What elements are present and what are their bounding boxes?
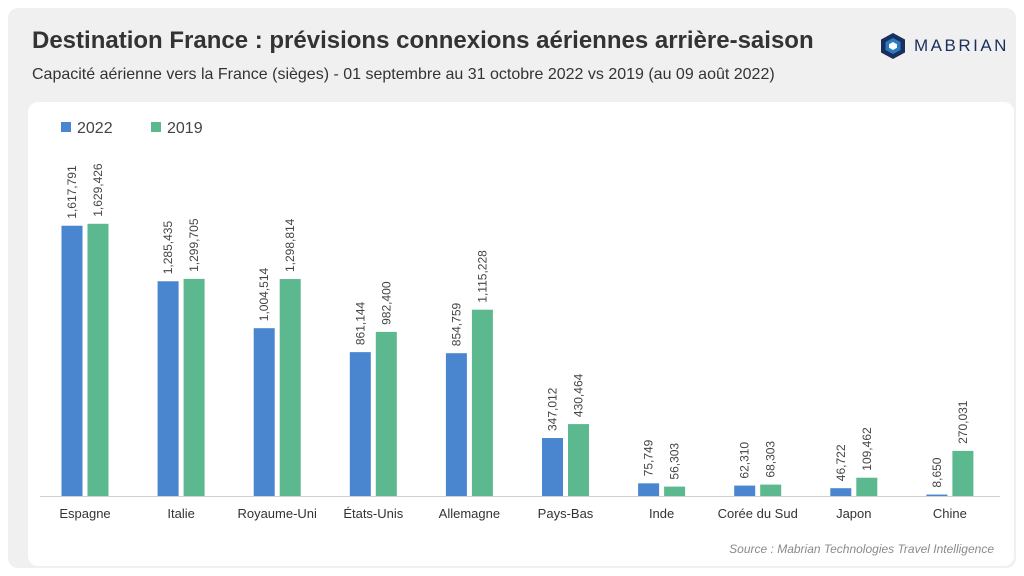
category-label: Pays-Bas	[538, 506, 594, 521]
page-title: Destination France : prévisions connexio…	[32, 27, 814, 54]
data-label-2022-2: 1,004,514	[257, 267, 271, 321]
data-label-2019-5: 430,464	[572, 373, 586, 417]
slide-frame: Destination France : prévisions connexio…	[8, 8, 1016, 568]
data-label-2019-7: 68,303	[764, 441, 778, 478]
data-label-2022-1: 1,285,435	[161, 221, 175, 275]
legend-swatch-2022	[61, 122, 71, 132]
data-label-2019-1: 1,299,705	[187, 218, 201, 272]
category-label: Japon	[836, 506, 871, 521]
bar-2019-6	[664, 486, 686, 496]
category-label: Italie	[167, 506, 194, 521]
hexagon-logo-icon	[881, 33, 905, 59]
data-label-2022-9: 8,650	[930, 457, 944, 487]
bar-2022-6	[638, 483, 660, 496]
source-note: Source : Mabrian Technologies Travel Int…	[729, 542, 994, 556]
data-label-2019-2: 1,298,814	[283, 218, 297, 272]
bar-2022-9	[926, 494, 948, 496]
legend-label-2022: 2022	[77, 120, 113, 137]
data-label-2022-8: 46,722	[834, 444, 848, 481]
category-label: Corée du Sud	[718, 506, 798, 521]
bar-2019-5	[568, 424, 589, 496]
data-label-2019-4: 1,115,228	[475, 250, 489, 303]
bar-2019-3	[375, 331, 397, 496]
bar-2019-2	[279, 279, 301, 496]
category-label: Inde	[649, 506, 674, 521]
bar-2022-3	[349, 352, 371, 496]
data-label-2019-6: 56,303	[668, 443, 682, 480]
bar-2022-2	[253, 328, 275, 496]
bar-2022-8	[830, 488, 852, 496]
bar-2019-7	[760, 484, 782, 496]
data-label-2019-0: 1,629,426	[91, 163, 105, 217]
data-label-2022-0: 1,617,791	[65, 165, 79, 219]
legend-swatch-2019	[151, 122, 161, 132]
bar-2022-5	[542, 438, 563, 496]
bar-chart: 2022 2019 1,617,791 1,629,426 Espagne 1,285,4…	[40, 120, 1000, 521]
data-label-2022-5: 347,012	[546, 387, 560, 431]
category-label: Chine	[933, 506, 967, 521]
bar-2019-8	[856, 477, 878, 496]
data-label-2022-7: 62,310	[738, 442, 752, 479]
data-label-2019-8: 109,462	[860, 427, 874, 471]
category-label: Royaume-Uni	[237, 506, 317, 521]
data-label-2022-3: 861,144	[353, 301, 367, 345]
legend-label-2019: 2019	[167, 120, 203, 137]
chart-card: 2022 2019 1,617,791 1,629,426 Espagne 1,285,4…	[28, 102, 1014, 566]
mabrian-logo: MABRIAN	[880, 30, 1009, 62]
category-label: États-Unis	[343, 506, 403, 521]
data-label-2022-6: 75,749	[642, 439, 656, 476]
bar-2019-4	[471, 309, 493, 496]
bar-2022-4	[445, 353, 467, 496]
bar-2022-7	[734, 485, 756, 496]
data-label-2022-4: 854,759	[449, 303, 463, 347]
page-subtitle: Capacité aérienne vers la France (sièges…	[32, 66, 775, 83]
bar-2022-0	[61, 225, 83, 496]
bar-2022-1	[157, 281, 179, 496]
category-label: Espagne	[59, 506, 110, 521]
bar-2019-9	[952, 450, 974, 496]
data-label-2019-9: 270,031	[956, 400, 970, 444]
bar-2019-0	[87, 223, 109, 496]
category-label: Allemagne	[439, 506, 500, 521]
bar-2019-1	[183, 278, 205, 496]
data-label-2019-3: 982,400	[379, 281, 393, 325]
logo-text: MABRIAN	[914, 36, 1009, 55]
